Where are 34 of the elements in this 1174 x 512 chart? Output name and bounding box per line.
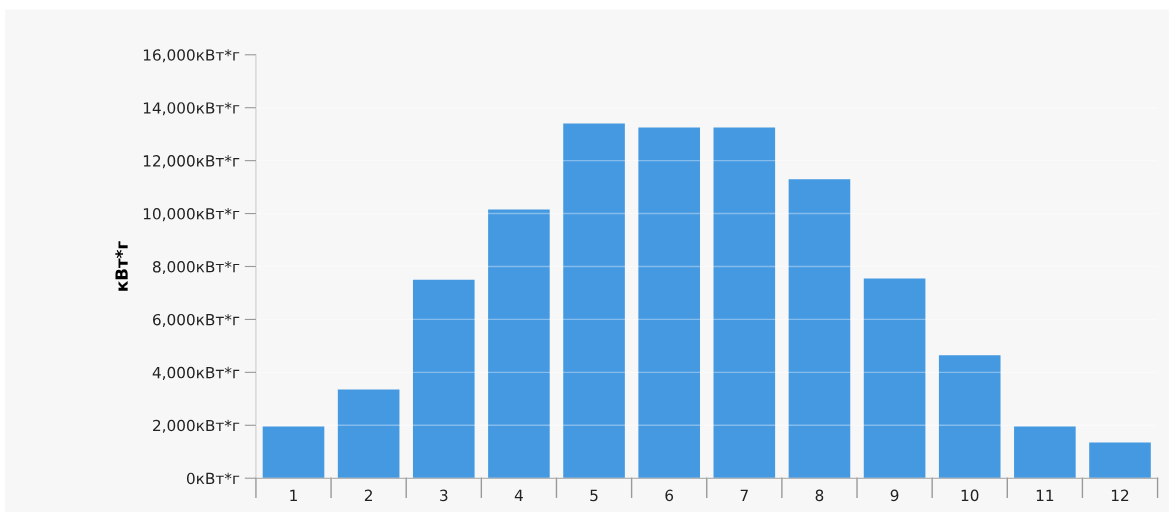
y-tick-label: 16,000кВт*г <box>143 49 240 63</box>
bar <box>488 209 550 479</box>
x-tick-label: 10 <box>961 489 979 502</box>
y-tick-label: 2,000кВт*г <box>153 419 240 433</box>
bar <box>563 123 625 479</box>
x-tick-label: 11 <box>1036 489 1054 501</box>
x-tick-label: 6 <box>665 489 674 502</box>
bar <box>638 127 700 479</box>
x-tick-label: 8 <box>815 489 824 502</box>
y-tick-label: 6,000кВт*г <box>153 313 240 327</box>
bar <box>1089 442 1151 479</box>
x-tick-label: 2 <box>364 489 372 501</box>
x-tick-label: 3 <box>440 489 448 502</box>
x-tick-label: 12 <box>1111 489 1129 501</box>
bar <box>788 179 851 479</box>
x-tick-label: 1 <box>290 489 297 501</box>
y-tick-label: 10,000кВт*г <box>143 208 240 222</box>
bar <box>262 426 325 479</box>
y-tick-label: 12,000кВт*г <box>143 155 240 169</box>
bar <box>337 389 400 479</box>
y-tick-label: 4,000кВт*г <box>152 366 240 380</box>
y-axis-title: кВт*г <box>115 241 128 291</box>
x-tick-label: 4 <box>514 489 523 501</box>
bar <box>1014 426 1076 479</box>
x-tick-label: 5 <box>590 489 598 502</box>
bar <box>713 127 776 479</box>
bar <box>863 278 926 479</box>
y-tick-label: 0кВт*г <box>186 472 240 485</box>
y-tick-label: 8,000кВт*г <box>152 260 240 275</box>
y-tick-label: 14,000кВт*г <box>143 102 240 116</box>
bar <box>938 355 1001 479</box>
x-tick-label: 7 <box>740 489 748 501</box>
x-tick-label: 9 <box>890 489 899 502</box>
bar <box>412 279 475 479</box>
